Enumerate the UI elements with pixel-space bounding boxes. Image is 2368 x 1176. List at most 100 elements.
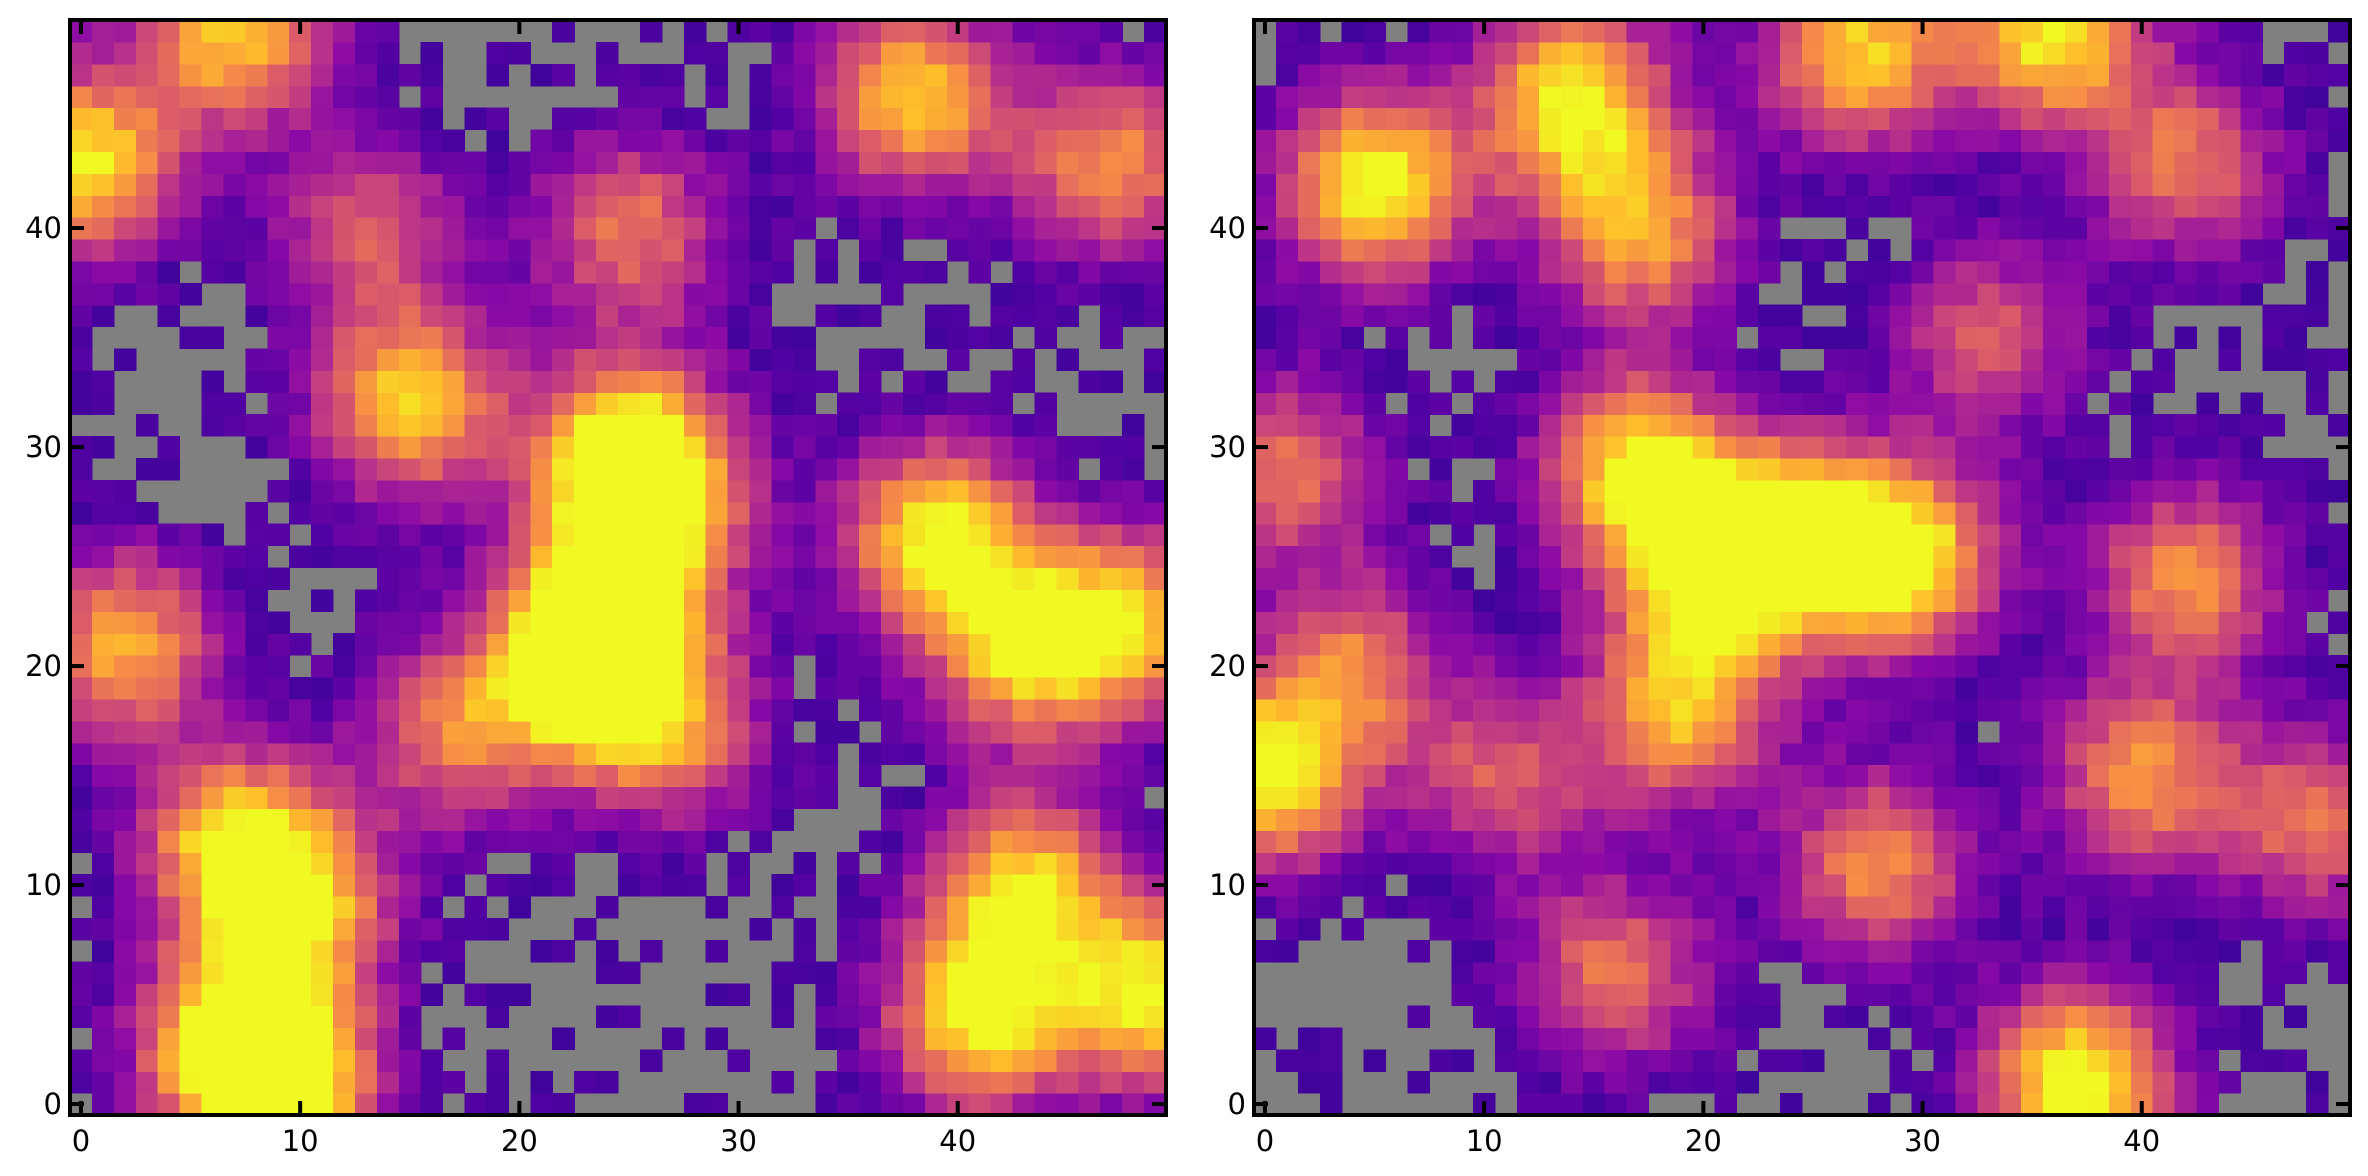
heatmap-cell [1977, 414, 2000, 437]
heatmap-cell [2108, 939, 2132, 963]
heatmap-cell [376, 633, 400, 656]
heatmap-cell [771, 501, 794, 525]
heatmap-cell [376, 63, 400, 87]
heatmap-cell [2043, 808, 2066, 831]
heatmap-cell [354, 217, 378, 240]
heatmap-cell [1692, 1071, 1715, 1094]
heatmap-cell [968, 764, 992, 788]
heatmap-cell [442, 195, 466, 218]
heatmap-cell [1626, 830, 1650, 853]
heatmap-cell [1012, 611, 1036, 634]
heatmap-cell [749, 63, 773, 87]
heatmap-cell [1538, 983, 1562, 1007]
heatmap-cell [1319, 85, 1343, 109]
heatmap-cell [113, 589, 137, 612]
heatmap-cell [946, 458, 970, 481]
heatmap-cell [924, 589, 948, 612]
heatmap-cell [2284, 633, 2307, 656]
heatmap-cell [618, 808, 641, 831]
heatmap-cell [1626, 260, 1650, 284]
heatmap-cell [245, 41, 268, 65]
heatmap-cell [1889, 151, 1913, 174]
heatmap-cell [596, 896, 619, 919]
heatmap-cell [902, 1071, 926, 1094]
heatmap-cell [902, 260, 926, 284]
heatmap-cell [1100, 107, 1123, 131]
heatmap-cell [2065, 260, 2088, 284]
heatmap-cell [552, 414, 575, 437]
heatmap-cell [2086, 326, 2110, 350]
heatmap-cell [1977, 370, 2000, 393]
heatmap-cell [1802, 63, 1825, 87]
heatmap-cell [2152, 589, 2176, 612]
heatmap-cell [924, 370, 948, 393]
heatmap-cell [990, 20, 1014, 43]
heatmap-cell [2262, 217, 2285, 240]
heatmap-cell [267, 677, 290, 700]
heatmap-cell [705, 983, 729, 1007]
heatmap-cell [1758, 20, 1781, 43]
heatmap-cell [618, 786, 641, 809]
heatmap-cell [1692, 195, 1715, 218]
heatmap-cell [596, 698, 619, 722]
heatmap-cell [2262, 85, 2285, 109]
heatmap-cell [398, 479, 422, 503]
heatmap-cell [2065, 173, 2088, 196]
heatmap-cell [881, 239, 904, 262]
heatmap-cell [1385, 786, 1409, 809]
heatmap-cell [1275, 458, 1299, 481]
heatmap-cell [2306, 173, 2329, 196]
heatmap-cell [2262, 874, 2285, 897]
heatmap-cell [508, 304, 531, 328]
heatmap-cell [1955, 63, 1978, 87]
heatmap-cell [1517, 764, 1540, 788]
heatmap-cell [157, 896, 181, 919]
heatmap-cell [376, 786, 400, 809]
heatmap-cell [1648, 545, 1672, 569]
heatmap-cell [2174, 939, 2198, 963]
heatmap-cell [333, 896, 356, 919]
heatmap-cell [1823, 567, 1847, 590]
heatmap-cell [2065, 961, 2088, 985]
heatmap-cell [749, 501, 773, 525]
heatmap-cell [2284, 1049, 2307, 1072]
heatmap-cell [1933, 655, 1957, 678]
heatmap-cell [135, 742, 159, 766]
heatmap-cell [508, 983, 531, 1007]
heatmap-cell [398, 1071, 422, 1094]
heatmap-cell [1078, 436, 1101, 459]
heatmap-cell [837, 939, 860, 963]
heatmap-cell [1078, 523, 1101, 547]
heatmap-cell [1714, 501, 1737, 525]
heatmap-cell [157, 1005, 181, 1028]
heatmap-cell [354, 545, 378, 569]
heatmap-cell [245, 633, 268, 656]
heatmap-cell [596, 195, 619, 218]
heatmap-cell [727, 1049, 751, 1072]
heatmap-cell [70, 129, 93, 152]
heatmap-cell [1889, 1005, 1913, 1028]
heatmap-cell [1034, 436, 1057, 459]
heatmap-cell [1692, 545, 1715, 569]
heatmap-cell [1473, 260, 1496, 284]
heatmap-cell [201, 151, 225, 174]
heatmap-cell [157, 217, 181, 240]
heatmap-cell [1648, 458, 1672, 481]
heatmap-cell [1144, 129, 1167, 152]
heatmap-cell [1736, 370, 1759, 393]
heatmap-cell [1341, 304, 1365, 328]
heatmap-cell [618, 151, 641, 174]
heatmap-cell [749, 20, 773, 43]
heatmap-cell [1254, 611, 1277, 634]
heatmap-cell [2108, 392, 2132, 415]
heatmap-cell [968, 479, 992, 503]
heatmap-cell [2043, 786, 2066, 809]
heatmap-cell [859, 479, 882, 503]
heatmap-cell [1692, 282, 1715, 306]
heatmap-cell [267, 239, 290, 262]
heatmap-cell [201, 85, 225, 109]
heatmap-cell [1626, 217, 1650, 240]
heatmap-cell [398, 874, 422, 897]
heatmap-cell [1955, 20, 1978, 43]
